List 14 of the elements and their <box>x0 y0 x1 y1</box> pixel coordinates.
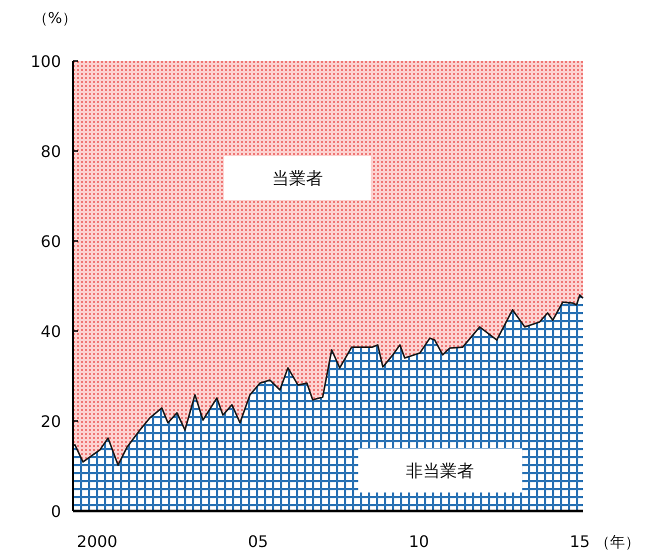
y-tick-label: 100 <box>30 52 61 71</box>
x-axis-title: （年） <box>595 533 640 551</box>
y-tick-label: 40 <box>40 322 61 341</box>
x-tick-label: 15 <box>570 532 590 551</box>
y-tick-label: 80 <box>40 142 61 161</box>
y-tick-label: 20 <box>40 412 61 431</box>
y-tick-label: 0 <box>50 502 61 521</box>
x-tick-label: 2000 <box>76 532 118 551</box>
series-label: 当業者 <box>272 169 323 189</box>
y-axis-title: （%） <box>32 9 78 27</box>
x-tick-label: 10 <box>408 532 430 551</box>
y-tick-label: 60 <box>40 232 61 251</box>
series-label: 非当業者 <box>406 462 474 482</box>
x-tick-label: 05 <box>248 532 268 551</box>
